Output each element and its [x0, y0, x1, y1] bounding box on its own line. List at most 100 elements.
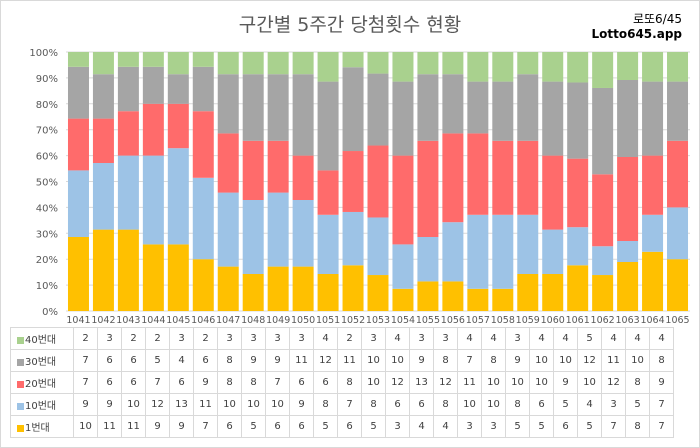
- bar-segment: [617, 262, 639, 311]
- bar-segment: [167, 103, 189, 149]
- bar-segment: [367, 145, 389, 218]
- x-tick-label: 1065: [665, 315, 689, 326]
- bar-segment: [92, 74, 114, 119]
- table-cell: 6: [97, 349, 122, 372]
- table-cell: 2: [337, 327, 362, 350]
- table-cell: 6: [289, 415, 314, 438]
- bar-segment: [92, 118, 114, 163]
- bar-segment: [617, 157, 639, 241]
- bar-segment: [342, 265, 364, 311]
- legend-swatch: [17, 424, 24, 432]
- table-cell: 10: [577, 371, 602, 394]
- bar-segment: [317, 274, 339, 311]
- table-cell: 9: [649, 371, 674, 394]
- bar-segment: [142, 244, 164, 311]
- table-cell: 4: [385, 327, 410, 350]
- table-cell: 10: [361, 349, 386, 372]
- bar-segment: [467, 214, 489, 289]
- x-tick-label: 1043: [116, 315, 140, 326]
- table-cell: 6: [121, 371, 146, 394]
- y-tick-label: 0%: [42, 307, 58, 318]
- table-cell: 3: [385, 415, 410, 438]
- series-label: 40번대: [10, 327, 74, 350]
- bar-segment: [442, 222, 464, 282]
- table-cell: 9: [169, 415, 194, 438]
- bar-segment: [492, 81, 514, 141]
- x-tick-label: 1050: [291, 315, 315, 326]
- bar-segment: [517, 214, 539, 274]
- table-cell: 6: [193, 349, 218, 372]
- bar-segment: [667, 259, 689, 311]
- bar-segment: [417, 281, 439, 311]
- table-cell: 4: [169, 349, 194, 372]
- bar-segment: [342, 151, 364, 212]
- table-cell: 3: [409, 327, 434, 350]
- series-name: 30번대: [25, 357, 57, 368]
- table-cell: 10: [529, 349, 554, 372]
- table-cell: 12: [577, 349, 602, 372]
- y-tick-label: 100%: [29, 48, 58, 59]
- table-cell: 3: [457, 415, 482, 438]
- table-cell: 11: [193, 393, 218, 416]
- table-cell: 6: [97, 371, 122, 394]
- bar-segment: [117, 111, 139, 156]
- bar-segment: [492, 140, 514, 215]
- bar-segment: [442, 281, 464, 311]
- bar-segment: [117, 52, 139, 67]
- legend-swatch: [17, 380, 24, 388]
- table-row: 20번대 7 6 6 7 6 9 8 8 7 6 6 8 10 12 13 12 11 10 10 10 9 10 12 8 9: [10, 371, 674, 394]
- bar-segment: [392, 288, 414, 311]
- table-cell: 3: [433, 327, 458, 350]
- table-cell: 2: [145, 327, 170, 350]
- table-cell: 8: [337, 371, 362, 394]
- bar-segment: [292, 266, 314, 311]
- table-cell: 8: [505, 393, 530, 416]
- table-cell: 6: [553, 415, 578, 438]
- bar-segment: [417, 237, 439, 282]
- bar-segment: [242, 274, 264, 311]
- bar-segment: [542, 52, 564, 82]
- bar-segment: [592, 246, 614, 276]
- table-cell: 11: [601, 349, 626, 372]
- bar-segment: [217, 266, 239, 311]
- table-cell: 9: [553, 371, 578, 394]
- table-cell: 3: [241, 327, 266, 350]
- bar-segment: [267, 140, 289, 193]
- bar-segment: [242, 200, 264, 274]
- table-cell: 11: [121, 415, 146, 438]
- bar-segment: [492, 52, 514, 82]
- bar-segment: [517, 274, 539, 311]
- table-cell: 3: [481, 415, 506, 438]
- table-cell: 8: [241, 371, 266, 394]
- bar-segment: [617, 80, 639, 157]
- bar-segment: [92, 52, 114, 75]
- table-cell: 3: [97, 327, 122, 350]
- bar-segment: [592, 275, 614, 311]
- bar-segment: [67, 237, 89, 311]
- bar-segment: [567, 227, 589, 266]
- bar-segment: [142, 66, 164, 104]
- series-label: 10번대: [10, 393, 74, 416]
- table-cell: 6: [121, 349, 146, 372]
- series-label: 1번대: [10, 415, 74, 438]
- table-cell: 9: [73, 393, 98, 416]
- table-cell: 4: [409, 415, 434, 438]
- bar-segment: [192, 66, 214, 112]
- table-cell: 5: [241, 415, 266, 438]
- table-cell: 12: [433, 371, 458, 394]
- legend-swatch: [17, 336, 24, 344]
- table-cell: 4: [481, 327, 506, 350]
- table-cell: 6: [529, 393, 554, 416]
- y-tick-label: 50%: [36, 178, 58, 189]
- x-tick-label: 1049: [266, 315, 290, 326]
- bar-segment: [417, 52, 439, 75]
- table-cell: 9: [265, 349, 290, 372]
- bar-segment: [67, 170, 89, 237]
- series-name: 40번대: [25, 335, 57, 346]
- table-cell: 11: [457, 371, 482, 394]
- x-tick-label: 1060: [541, 315, 565, 326]
- bar-segment: [192, 111, 214, 178]
- bar-segment: [667, 81, 689, 141]
- table-cell: 7: [265, 371, 290, 394]
- bar-segment: [142, 52, 164, 67]
